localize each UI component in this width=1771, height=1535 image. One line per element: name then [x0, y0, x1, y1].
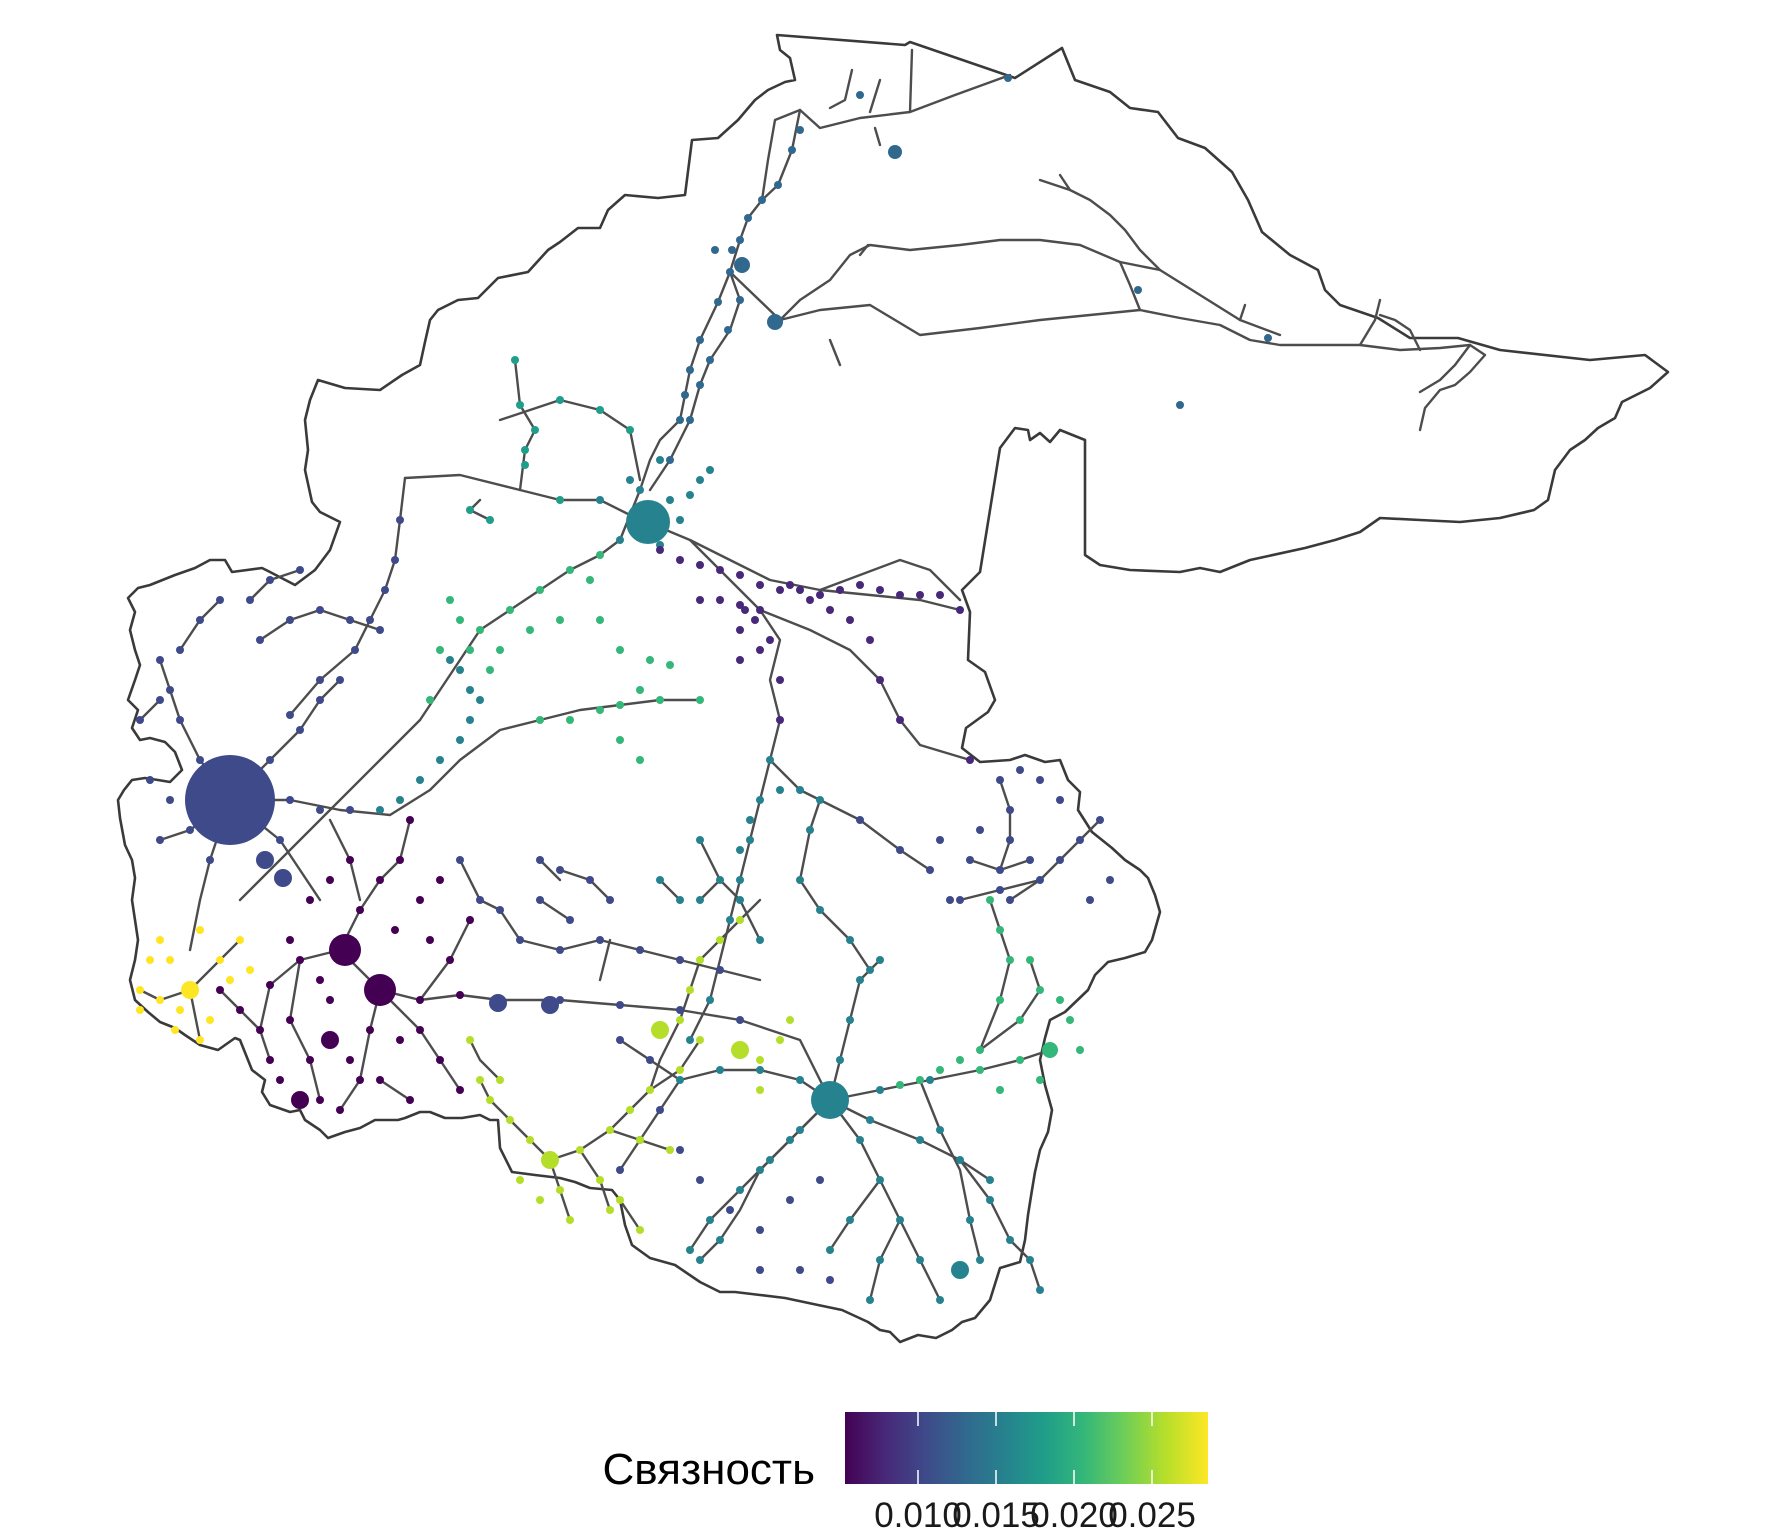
legend-title: Связность: [602, 1445, 815, 1494]
legend: Связность 0.010 0.015 0.020 0.025: [602, 1412, 1208, 1535]
settlement-nodes: [136, 74, 1272, 1304]
region-boundary: [116, 33, 1670, 1344]
legend-tick: 0.025: [1108, 1496, 1196, 1535]
legend-tick: 0.020: [1030, 1496, 1118, 1535]
legend-tick: 0.015: [952, 1496, 1040, 1535]
legend-colorbar: [845, 1412, 1208, 1484]
legend-tick: 0.010: [874, 1496, 962, 1535]
